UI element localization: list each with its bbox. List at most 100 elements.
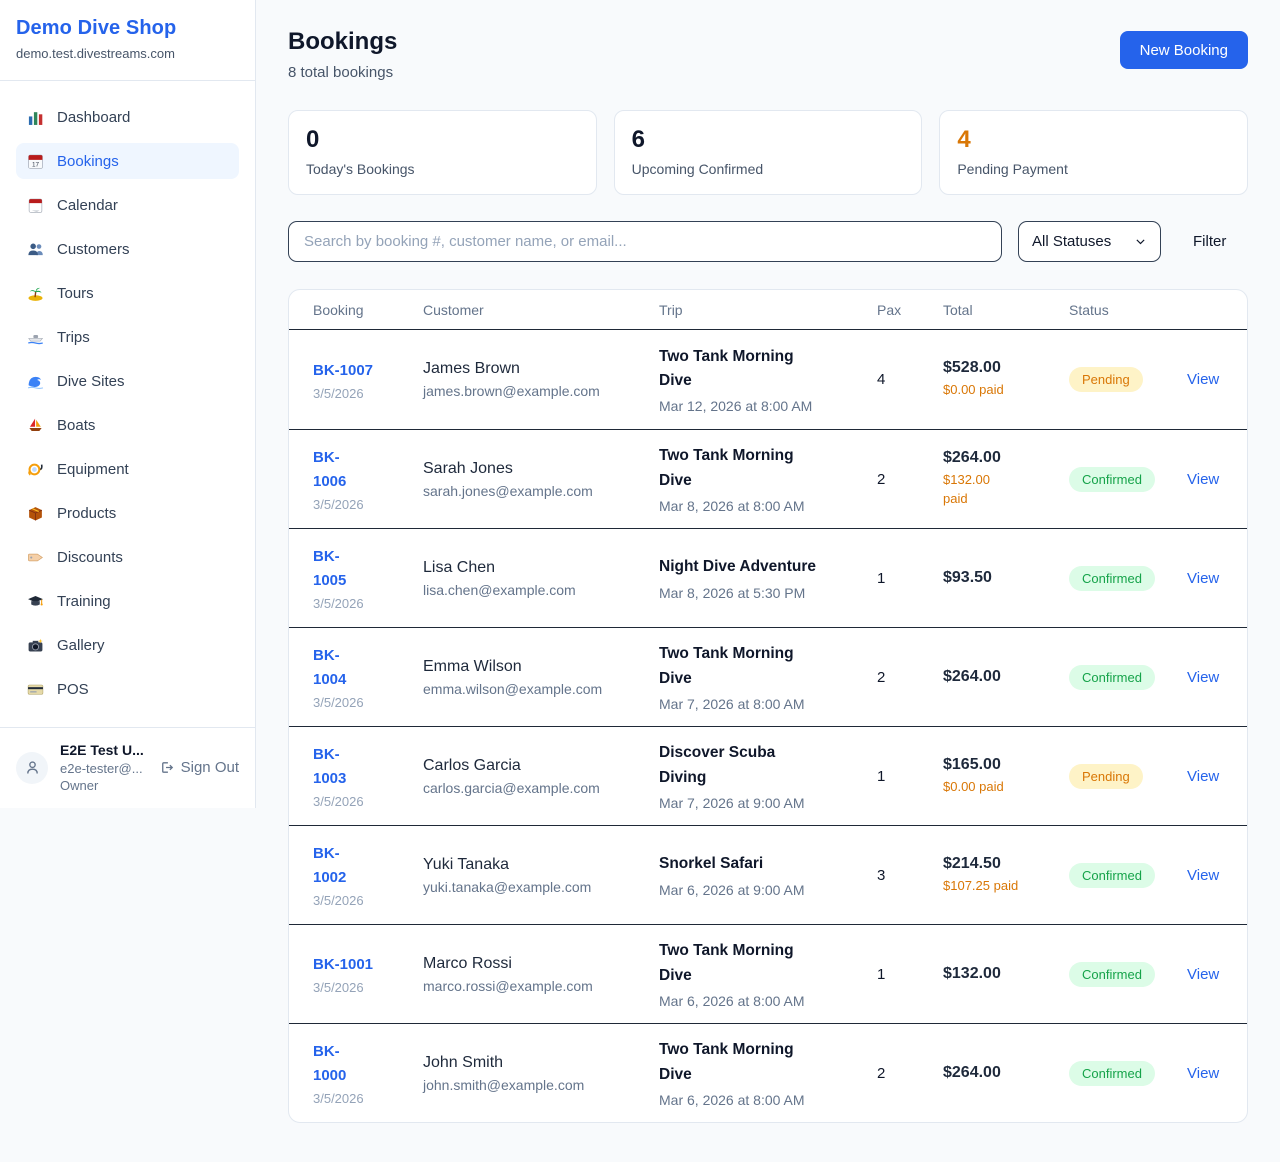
customer-name: John Smith xyxy=(423,1053,504,1071)
total-amount: $93.50 xyxy=(943,569,992,586)
customer-cell: Emma Wilson emma.wilson@example.com xyxy=(423,658,659,697)
customer-cell: Lisa Chen lisa.chen@example.com xyxy=(423,559,659,598)
status-select[interactable]: All Statuses xyxy=(1018,221,1161,262)
new-booking-button[interactable]: New Booking xyxy=(1119,31,1248,69)
sidebar-item-customers[interactable]: Customers xyxy=(16,231,239,267)
sidebar-item-label: Equipment xyxy=(57,460,129,478)
customer-name: Marco Rossi xyxy=(423,954,512,972)
status-badge: Confirmed xyxy=(1069,961,1155,987)
view-link[interactable]: View xyxy=(1187,470,1220,488)
stat-label: Today's Bookings xyxy=(306,161,415,177)
search-input[interactable] xyxy=(288,221,1002,262)
stat-card: 6 Upcoming Confirmed xyxy=(613,110,923,195)
sidebar-item-dashboard[interactable]: Dashboard xyxy=(16,99,239,135)
person-icon xyxy=(24,759,41,776)
sidebar-item-products[interactable]: Products xyxy=(16,495,239,531)
sidebar-item-label: Dashboard xyxy=(57,108,131,126)
view-link[interactable]: View xyxy=(1187,767,1220,785)
total-amount: $264.00 xyxy=(943,668,1001,685)
booking-id-link[interactable]: BK- 1004 xyxy=(313,647,347,688)
customer-name: James Brown xyxy=(423,360,520,377)
status-cell: Pending xyxy=(1069,367,1187,392)
view-link[interactable]: View xyxy=(1187,1064,1220,1082)
booking-id-link[interactable]: BK- 1002 xyxy=(313,845,347,886)
trip-cell: Two Tank Morning Dive Mar 7, 2026 at 8:0… xyxy=(659,642,877,711)
dive-mask-icon xyxy=(27,461,44,478)
sidebar-item-label: Customers xyxy=(57,240,130,258)
shop-domain: demo.test.divestreams.com xyxy=(16,46,175,61)
sidebar-item-label: Products xyxy=(57,504,117,522)
customer-email: lisa.chen@example.com xyxy=(423,581,576,598)
chevron-down-icon xyxy=(1134,235,1147,248)
pax-count: 4 xyxy=(877,371,886,388)
sidebar-item-boats[interactable]: Boats xyxy=(16,407,239,443)
table-row: BK- 1002 3/5/2026 Yuki Tanaka yuki.tanak… xyxy=(289,825,1247,924)
sidebar-item-training[interactable]: Training xyxy=(16,583,239,619)
sidebar-item-pos[interactable]: POS xyxy=(16,671,239,707)
page-subtitle: 8 total bookings xyxy=(288,64,394,81)
sidebar-item-tours[interactable]: Tours xyxy=(16,275,239,311)
booking-cell: BK- 1006 3/5/2026 xyxy=(313,446,423,512)
trip-name: Night Dive Adventure xyxy=(659,558,817,576)
sidebar-item-discounts[interactable]: Discounts xyxy=(16,539,239,575)
sidebar-item-dive-sites[interactable]: Dive Sites xyxy=(16,363,239,399)
booking-id-link[interactable]: BK-1007 xyxy=(313,361,374,379)
customer-name: Yuki Tanaka xyxy=(423,855,509,873)
sidebar-item-calendar[interactable]: Calendar xyxy=(16,187,239,223)
filter-button[interactable]: Filter xyxy=(1193,233,1227,250)
trip-name: Two Tank Morning Dive xyxy=(659,447,794,489)
sidebar-item-trips[interactable]: Trips xyxy=(16,319,239,355)
speedboat-icon xyxy=(27,329,44,346)
total-cell: $93.50 xyxy=(943,569,1069,587)
sidebar-item-label: Bookings xyxy=(57,152,119,170)
sign-out-button[interactable]: Sign Out xyxy=(159,759,239,776)
paid-amount: $0.00 paid xyxy=(943,778,1004,794)
total-amount: $264.00 xyxy=(943,1064,1001,1081)
sidebar-item-label: Dive Sites xyxy=(57,372,125,390)
table-row: BK-1007 3/5/2026 James Brown james.brown… xyxy=(289,330,1247,429)
calendar-tearoff-icon xyxy=(27,197,44,214)
table-row: BK- 1003 3/5/2026 Carlos Garcia carlos.g… xyxy=(289,726,1247,825)
view-link[interactable]: View xyxy=(1187,866,1220,884)
trip-cell: Snorkel Safari Mar 6, 2026 at 9:00 AM xyxy=(659,852,877,897)
trip-datetime: Mar 6, 2026 at 8:00 AM xyxy=(659,992,805,1009)
booking-date: 3/5/2026 xyxy=(313,385,364,401)
booking-date: 3/5/2026 xyxy=(313,794,364,809)
user-role: Owner xyxy=(60,778,99,794)
trip-name: Snorkel Safari xyxy=(659,855,764,873)
trip-cell: Two Tank Morning Dive Mar 6, 2026 at 8:0… xyxy=(659,1038,877,1107)
view-link[interactable]: View xyxy=(1187,668,1220,686)
customer-name: Lisa Chen xyxy=(423,558,496,576)
table-row: BK- 1006 3/5/2026 Sarah Jones sarah.jone… xyxy=(289,429,1247,528)
table-row: BK- 1004 3/5/2026 Emma Wilson emma.wilso… xyxy=(289,627,1247,726)
view-link[interactable]: View xyxy=(1187,569,1220,587)
trip-cell: Night Dive Adventure Mar 8, 2026 at 5:30… xyxy=(659,555,877,600)
booking-date: 3/5/2026 xyxy=(313,1091,364,1106)
sidebar-item-bookings[interactable]: Bookings xyxy=(16,143,239,179)
customer-name: Sarah Jones xyxy=(423,459,513,477)
view-link[interactable]: View xyxy=(1187,965,1220,983)
pax-count: 2 xyxy=(877,1064,886,1082)
view-cell: View xyxy=(1187,966,1223,983)
view-link[interactable]: View xyxy=(1187,371,1220,388)
stat-label: Pending Payment xyxy=(957,161,1068,177)
customer-email: john.smith@example.com xyxy=(423,1076,585,1093)
booking-id-link[interactable]: BK- 1003 xyxy=(313,746,347,787)
trip-datetime: Mar 6, 2026 at 8:00 AM xyxy=(659,1091,805,1108)
sidebar-item-equipment[interactable]: Equipment xyxy=(16,451,239,487)
camera-icon xyxy=(27,637,44,654)
customer-cell: Marco Rossi marco.rossi@example.com xyxy=(423,955,659,994)
status-badge: Pending xyxy=(1069,367,1143,392)
status-badge: Pending xyxy=(1069,763,1143,789)
calendar-date-icon xyxy=(27,153,44,170)
customer-name: Emma Wilson xyxy=(423,657,522,675)
page-title: Bookings xyxy=(288,28,398,55)
stat-card: 4 Pending Payment xyxy=(939,110,1248,195)
total-cell: $264.00 xyxy=(943,1064,1069,1082)
booking-date: 3/5/2026 xyxy=(313,596,364,611)
booking-id-link[interactable]: BK- 1000 xyxy=(313,1043,347,1084)
sidebar-item-gallery[interactable]: Gallery xyxy=(16,627,239,663)
booking-id-link[interactable]: BK- 1006 xyxy=(313,449,347,490)
booking-id-link[interactable]: BK- 1005 xyxy=(313,548,347,589)
booking-id-link[interactable]: BK-1001 xyxy=(313,956,374,973)
